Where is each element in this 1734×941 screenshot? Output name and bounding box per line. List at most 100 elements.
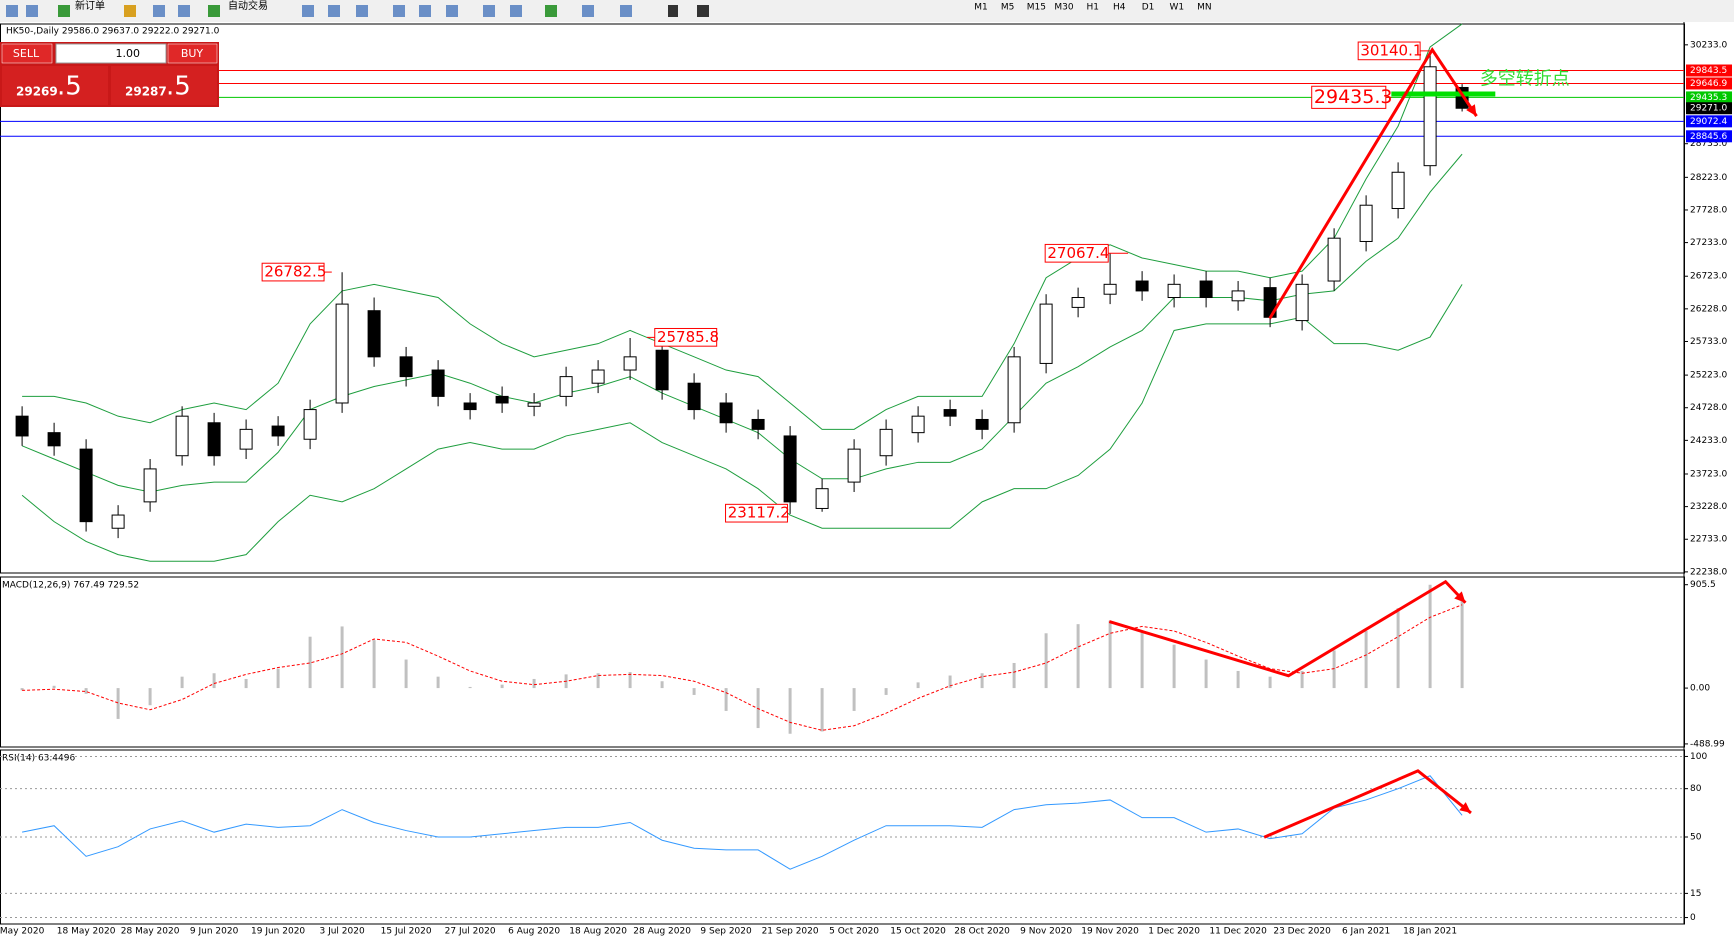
new-order-button[interactable]: 新订单 — [75, 0, 105, 12]
macd-bar — [468, 686, 472, 689]
y-tick-label: 23723.0 — [1690, 469, 1727, 479]
timeframe-button[interactable]: H4 — [1113, 3, 1126, 13]
macd-bar — [20, 688, 24, 691]
candle-body — [335, 303, 349, 404]
x-tick-label: 15 Oct 2020 — [890, 927, 946, 937]
timeframe-button[interactable]: M5 — [1001, 3, 1015, 13]
macd-bar — [1332, 650, 1336, 689]
macd-bar — [756, 688, 760, 729]
macd-bar — [1236, 670, 1240, 689]
macd-bar — [244, 678, 248, 689]
y-tick-label: 25733.0 — [1690, 337, 1727, 347]
macd-bar — [788, 688, 792, 734]
macd-bar — [1428, 584, 1432, 689]
candle-body — [1135, 280, 1149, 292]
candle-body — [1199, 280, 1213, 299]
pivot-note: 多空转折点 — [1480, 69, 1570, 90]
macd-bar — [884, 688, 888, 695]
auto-trading-button[interactable]: 自动交易 — [228, 0, 268, 12]
candle-body — [239, 428, 253, 450]
candle-body — [1423, 66, 1437, 167]
macd-bar — [596, 673, 600, 689]
chart-area — [0, 22, 1734, 937]
candle-body — [1391, 171, 1405, 210]
rsi-line — [22, 775, 1463, 870]
x-tick-label: 19 Nov 2020 — [1081, 927, 1139, 937]
y-tick-label: 24728.0 — [1690, 403, 1727, 413]
sell-button[interactable]: SELL — [13, 47, 40, 60]
annotation-label: 29435.3 — [1314, 86, 1393, 108]
macd-bar — [660, 681, 664, 689]
macd-bar — [692, 688, 696, 695]
price-tag-label: 29271.0 — [1690, 104, 1727, 114]
buy-button[interactable]: BUY — [181, 47, 204, 60]
y-tick-label: 0.00 — [1690, 684, 1710, 694]
x-tick-label: 3 Jul 2020 — [319, 927, 364, 937]
volume-field[interactable]: 1.00 — [116, 47, 141, 60]
candle-body — [175, 415, 189, 457]
y-tick-label: 15 — [1690, 889, 1701, 899]
price-level-label: 28845.6 — [1690, 132, 1727, 142]
macd-bar — [404, 659, 408, 689]
macd-bar — [1012, 662, 1016, 689]
x-tick-label: 19 Jun 2020 — [251, 927, 305, 937]
timeframe-button[interactable]: M15 — [1027, 3, 1046, 13]
sell-price-fraction[interactable]: .5 — [57, 72, 82, 102]
price-level-tag — [1686, 77, 1732, 90]
price-level-tag — [1686, 115, 1732, 128]
timeframe-button[interactable]: H1 — [1086, 3, 1099, 13]
x-tick-label: 15 Jul 2020 — [381, 927, 432, 937]
macd-bar — [1172, 644, 1176, 689]
chart-title: HK50-,Daily 29586.0 29637.0 29222.0 2927… — [6, 27, 220, 37]
timeframe-bar: M1 M5 M15 M30 H1 H4 D1 W1 MN — [974, 3, 1211, 13]
y-tick-label: 23228.0 — [1690, 502, 1727, 512]
candle-body — [431, 369, 445, 397]
candle-body — [1327, 237, 1341, 282]
macd-bar — [500, 684, 504, 689]
candle-body — [463, 402, 477, 411]
macd-bar — [116, 688, 120, 719]
macd-bar — [852, 688, 856, 711]
annotation-box — [1311, 85, 1387, 109]
timeframe-button[interactable]: D1 — [1142, 3, 1155, 13]
timeframe-button[interactable]: M1 — [974, 3, 988, 13]
price-tag — [1686, 102, 1732, 115]
candle-body — [111, 514, 125, 529]
candle-body — [527, 402, 541, 407]
x-tick-label: 18 May 2020 — [57, 927, 116, 937]
candle-body — [207, 422, 221, 457]
annotation-label: 23117.2 — [728, 504, 790, 522]
annotation-box — [1357, 41, 1421, 61]
y-tick-label: 28733.0 — [1690, 139, 1727, 149]
macd-bar — [276, 668, 280, 689]
candle-body — [15, 415, 29, 437]
y-tick-label: 26228.0 — [1690, 304, 1727, 314]
macd-bar — [916, 682, 920, 689]
timeframe-button[interactable]: M30 — [1054, 3, 1073, 13]
candle-body — [687, 382, 701, 411]
x-tick-label: 9 Sep 2020 — [700, 927, 752, 937]
bollinger-middle — [21, 153, 1463, 493]
timeframe-button[interactable]: MN — [1197, 3, 1212, 13]
candle-body — [623, 356, 637, 371]
y-tick-label: 22238.0 — [1690, 567, 1727, 577]
buy-price-fraction[interactable]: .5 — [166, 72, 191, 102]
macd-bar — [372, 640, 376, 689]
x-tick-label: 28 Oct 2020 — [954, 927, 1010, 937]
annotation-box — [725, 503, 788, 523]
price-level-label: 29435.3 — [1690, 93, 1727, 103]
one-click-panel: SELL 1.00 BUY 29269 .5 29287 .5 — [0, 42, 219, 107]
price-level-tag — [1686, 64, 1732, 77]
sell-price[interactable]: 29269 — [16, 85, 58, 99]
buy-price[interactable]: 29287 — [125, 85, 167, 99]
candle-body — [719, 402, 733, 424]
y-tick-label: 28223.0 — [1690, 173, 1727, 183]
timeframe-button[interactable]: W1 — [1169, 3, 1184, 13]
macd-bar — [532, 678, 536, 689]
annotation-label: 25785.8 — [657, 328, 719, 346]
x-tick-label: May 2020 — [0, 927, 45, 937]
macd-bar — [948, 675, 952, 689]
annotation-box — [1044, 243, 1109, 263]
trend-arrow — [1108, 579, 1467, 678]
arrow-head — [1466, 104, 1477, 117]
